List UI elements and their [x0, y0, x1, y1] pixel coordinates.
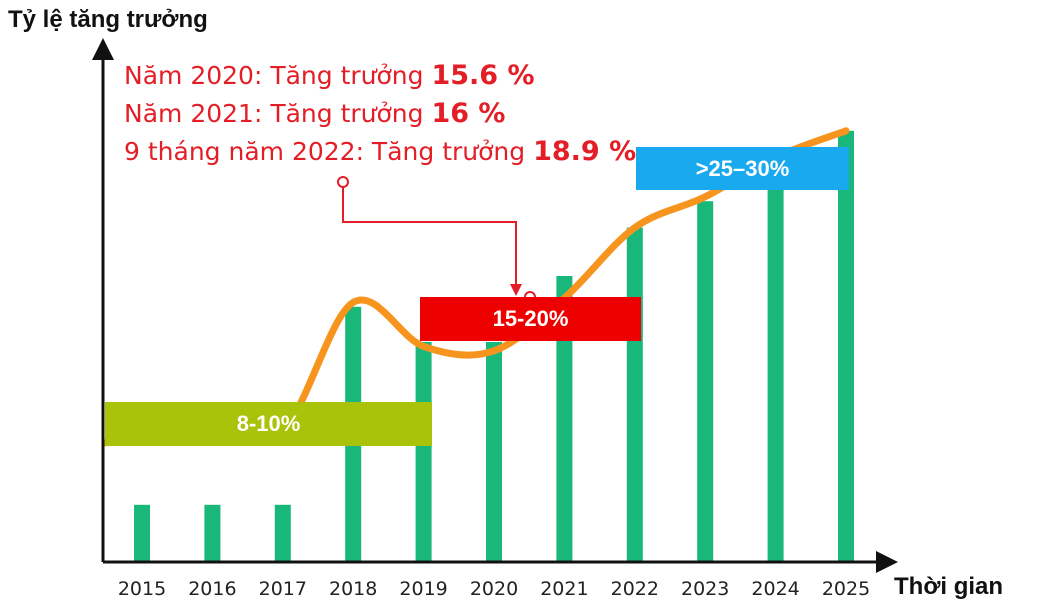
annotation-2022: 9 tháng năm 2022: Tăng trưởng 18.9 %	[124, 136, 637, 167]
x-tick-2022: 2022	[610, 578, 659, 600]
x-tick-2017: 2017	[258, 578, 307, 600]
x-tick-2021: 2021	[540, 578, 589, 600]
annotation-2021: Năm 2021: Tăng trưởng 16 %	[124, 98, 506, 129]
x-tick-2025: 2025	[821, 578, 871, 600]
x-tick-2018: 2018	[329, 578, 378, 600]
bar-2020	[486, 342, 502, 562]
bar-2023	[697, 201, 714, 562]
band-mid: 15-20%	[420, 297, 641, 341]
x-axis-arrow	[876, 551, 898, 573]
x-tick-2023: 2023	[681, 578, 730, 600]
bar-2025	[838, 130, 854, 563]
band-low: 8-10%	[105, 402, 432, 446]
callout-connector	[337, 176, 536, 303]
x-tick-2024: 2024	[751, 578, 800, 600]
band-high: >25–30%	[636, 147, 849, 190]
x-axis-label: Thời gian	[894, 573, 1004, 600]
bar-2015	[134, 504, 150, 562]
bar-2022	[626, 227, 643, 562]
bar-2024	[767, 166, 784, 562]
bars-layer	[134, 130, 854, 563]
x-tick-2015: 2015	[117, 578, 167, 600]
axes-layer	[92, 38, 898, 573]
y-axis-label: Tỷ lệ tăng trưởng	[8, 6, 208, 33]
x-tick-2020: 2020	[469, 578, 519, 600]
bar-2017	[274, 504, 291, 562]
y-axis-arrow	[92, 38, 114, 60]
x-tick-2019: 2019	[399, 578, 448, 600]
annotation-2020: Năm 2020: Tăng trưởng 15.6 %	[124, 60, 535, 91]
x-tick-2016: 2016	[188, 578, 237, 600]
bar-2021	[556, 276, 573, 562]
bar-2016	[204, 504, 221, 562]
bar-2019	[415, 342, 432, 562]
